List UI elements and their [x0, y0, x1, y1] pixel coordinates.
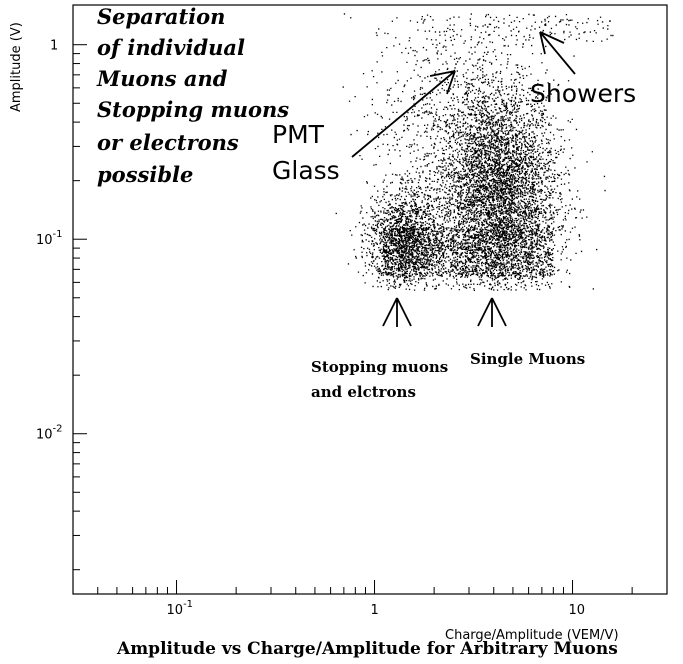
pmt-label-line-1: PMT	[272, 120, 325, 149]
chart-title: Amplitude vs Charge/Amplitude for Arbitr…	[116, 639, 618, 659]
showers-annotation: Showers	[530, 31, 636, 108]
pmt-arrow-icon	[351, 70, 456, 158]
main-note-line-1: Separation	[97, 4, 225, 29]
x-tick-label: 10-1	[167, 599, 194, 618]
stopping-label-line-2: and elctrons	[311, 383, 416, 401]
pmt-label-line-2: Glass	[272, 156, 340, 185]
showers-label: Showers	[530, 79, 636, 108]
single-label: Single Muons	[470, 350, 585, 368]
axis-ticks	[72, 44, 668, 594]
stopping-label-line-1: Stopping muons	[311, 358, 448, 376]
x-tick-label: 10	[569, 603, 586, 618]
main-note-line-4: Stopping muons	[97, 97, 289, 122]
y-tick-label: 1	[50, 39, 58, 54]
main-note-line-2: of individual	[97, 35, 245, 60]
main-note-line-6: possible	[97, 162, 193, 187]
single-annotation: Single Muons	[470, 297, 585, 368]
x-axis-title: Charge/Amplitude (VEM/V)	[445, 628, 619, 643]
y-axis-title: Amplitude (V)	[9, 22, 24, 112]
y-tick-label: 10-2	[36, 424, 63, 443]
main-note-line-5: or electrons	[97, 130, 239, 155]
stopping-annotation: Stopping muons and elctrons	[311, 297, 448, 401]
main-note-line-3: Muons and	[96, 66, 228, 91]
scatter-points	[335, 13, 614, 292]
y-tick-label: 10-1	[36, 229, 63, 248]
showers-arrow-icon	[539, 31, 576, 75]
plot-frame	[72, 4, 668, 595]
main-note: Separation of individual Muons and Stopp…	[96, 4, 289, 187]
x-tick-label: 1	[371, 603, 379, 618]
stopping-arrow-icon	[382, 297, 412, 327]
pmt-glass-annotation: PMT Glass	[272, 70, 456, 185]
data-points	[335, 13, 614, 292]
single-arrow-icon	[477, 297, 507, 327]
